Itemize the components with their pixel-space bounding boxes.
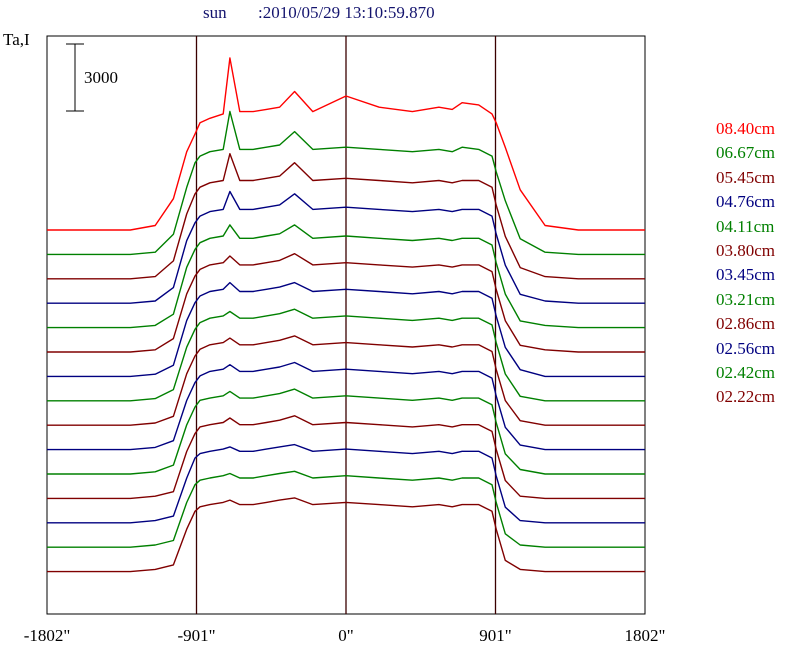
legend-item: 06.67cm (716, 143, 776, 163)
x-tick-labels: -1802" -901" 0" 901" 1802" (24, 626, 666, 645)
legend-item: 03.80cm (716, 240, 776, 260)
x-tick-label: 1802" (625, 626, 666, 645)
series-line (47, 281, 645, 378)
x-tick-label: -901" (177, 626, 215, 645)
legend: 08.40cm 06.67cm 05.45cm 04.76cm 04.11cm 03.80… (716, 117, 775, 410)
scale-bar: 3000 (66, 43, 118, 112)
legend-item: 08.40cm (716, 119, 776, 138)
legend-item: 02.86cm (716, 314, 776, 334)
series-line (47, 470, 645, 548)
series-line (47, 110, 645, 256)
scale-bar-label: 3000 (84, 68, 118, 87)
series-line (47, 57, 645, 231)
series-line (47, 388, 645, 475)
header: sun :2010/05/29 13:10:59.870 (0, 3, 791, 25)
legend-item: 04.76cm (716, 192, 776, 212)
legend-item: 05.45cm (716, 167, 776, 187)
x-tick-label: 0" (338, 626, 353, 645)
series-line (47, 497, 645, 573)
object-name: sun (203, 3, 227, 22)
series-group (47, 57, 645, 573)
x-tick-label: 901" (479, 626, 511, 645)
series-line (47, 443, 645, 524)
x-tick-label: -1802" (24, 626, 71, 645)
series-line (47, 415, 645, 500)
series-line (47, 190, 645, 304)
legend-item: 03.21cm (716, 289, 776, 309)
series-line (47, 308, 645, 402)
series-line (47, 152, 645, 280)
y-axis-label: Ta,I (3, 30, 30, 49)
legend-item: 04.11cm (716, 216, 775, 236)
timestamp: :2010/05/29 13:10:59.870 (258, 3, 435, 22)
legend-item: 02.22cm (716, 387, 776, 407)
series-line (47, 224, 645, 329)
legend-item: 03.45cm (716, 265, 776, 285)
legend-item: 02.42cm (716, 362, 776, 382)
series-line (47, 335, 645, 426)
series-line (47, 361, 645, 451)
reference-lines (195, 36, 497, 614)
legend-item: 02.56cm (716, 338, 776, 358)
series-line (47, 252, 645, 353)
